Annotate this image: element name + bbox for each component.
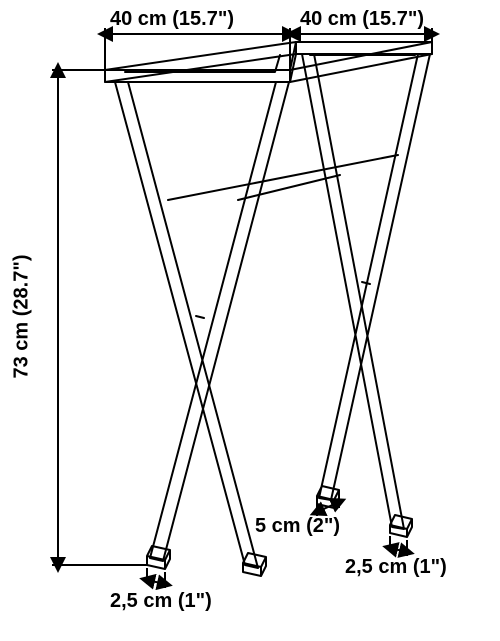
- dim-depth-label: 40 cm (15.7"): [300, 8, 424, 31]
- dimension-diagram: [0, 0, 500, 641]
- dim-foot-depth-label: 5 cm (2"): [255, 515, 340, 538]
- dim-foot-width-left-label: 2,5 cm (1"): [110, 590, 212, 613]
- dim-height-label: 73 cm (28.7"): [11, 255, 34, 379]
- dimension-lines: [52, 28, 432, 588]
- dim-foot-width-right-label: 2,5 cm (1"): [345, 556, 447, 579]
- table-frame: [105, 42, 432, 576]
- dim-width-label: 40 cm (15.7"): [110, 8, 234, 31]
